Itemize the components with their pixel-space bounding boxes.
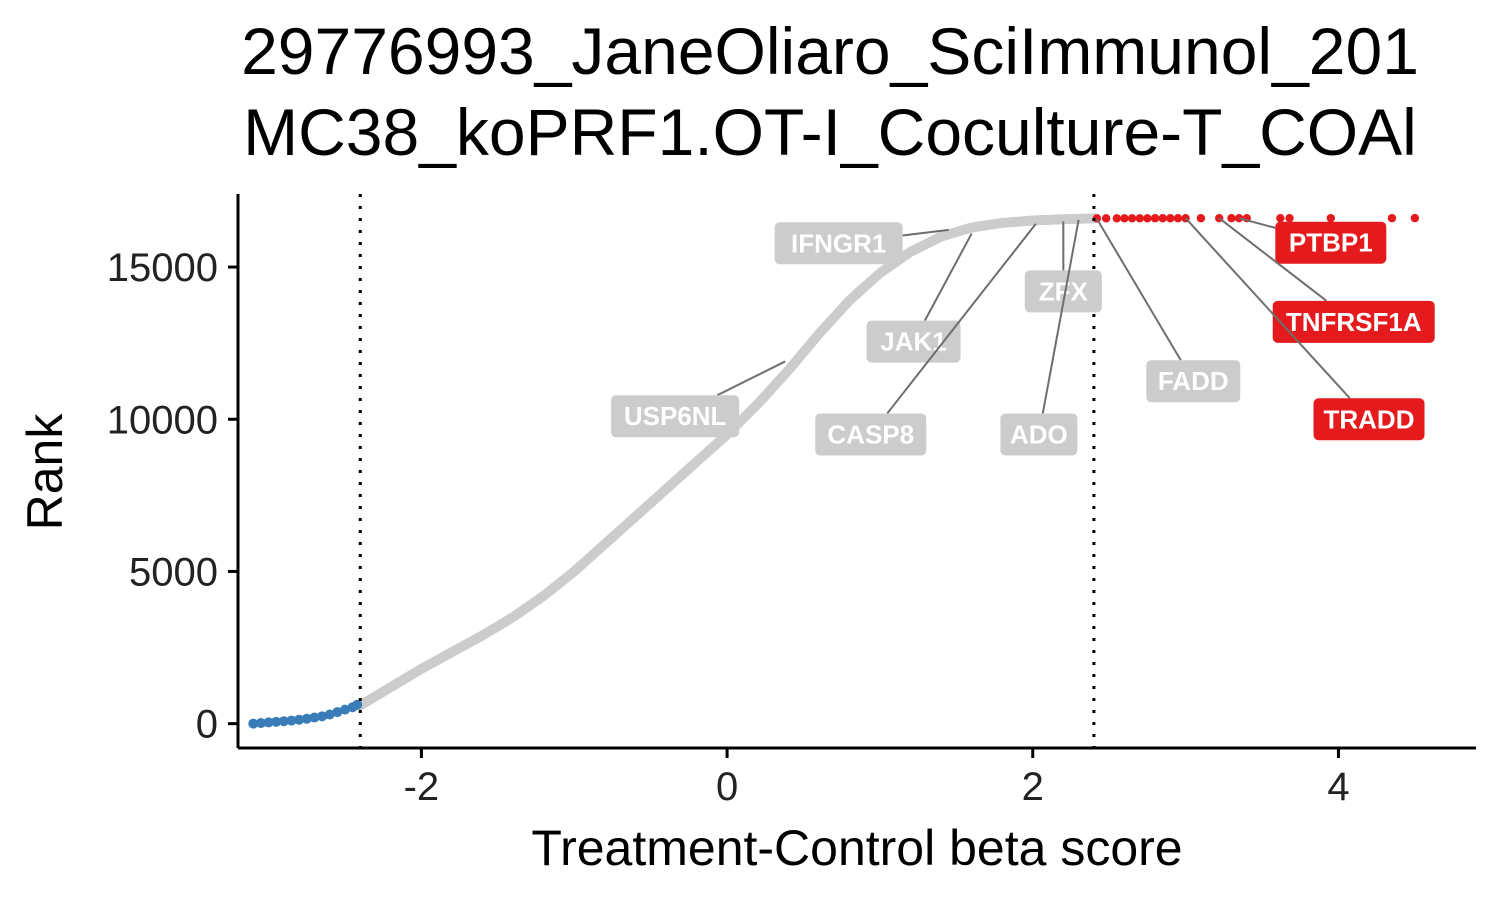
y-tick-label: 5000 [129, 550, 218, 594]
data-point [255, 718, 266, 729]
gene-label-box [1272, 300, 1435, 343]
label-connector [1041, 219, 1080, 414]
y-axis-ticks: 0 5000 10000 15000 [107, 246, 238, 747]
x-tick-label: -2 [404, 765, 440, 809]
label-connector [1184, 217, 1351, 399]
label-connector [1096, 218, 1182, 361]
y-tick-label: 0 [196, 703, 218, 747]
data-point [1143, 214, 1152, 223]
gene-label-box [1275, 221, 1387, 264]
gene-label-box [1146, 360, 1241, 403]
x-tick-label: 2 [1022, 765, 1044, 809]
series-points [1092, 213, 1420, 223]
x-tick-label: 0 [716, 765, 738, 809]
gene-label-box [774, 222, 903, 265]
data-point [1326, 213, 1336, 223]
data-point [1227, 213, 1236, 223]
gene-label: TNFRSF1A [1286, 307, 1422, 337]
data-point [1158, 214, 1167, 223]
label-connector [1238, 217, 1276, 229]
data-point [1196, 214, 1206, 223]
gene-labels: IFNGR1JAK1CASP8USP6NLZFXADOFADDPTBP1TNFR… [611, 217, 1435, 456]
data-point [332, 707, 343, 718]
gene-label-box [815, 413, 927, 456]
data-point [294, 714, 305, 725]
plot-area: IFNGR1JAK1CASP8USP6NLZFXADOFADDPTBP1TNFR… [248, 194, 1435, 748]
data-point [1173, 214, 1183, 223]
x-axis-ticks: -2 0 2 4 [404, 748, 1350, 809]
data-point [1387, 213, 1397, 223]
y-tick-label: 10000 [107, 398, 218, 442]
series-points [248, 699, 363, 729]
gene-label-box [866, 320, 961, 363]
data-point [324, 709, 335, 720]
data-point [1112, 214, 1122, 223]
gene-label-box [1024, 270, 1102, 313]
label-connector [902, 228, 949, 237]
label-connector [923, 233, 973, 322]
data-point [309, 712, 320, 723]
data-point [352, 699, 363, 710]
data-point [1127, 214, 1137, 223]
data-point [248, 718, 259, 729]
data-point [339, 704, 350, 715]
gene-label: USP6NL [624, 401, 727, 431]
data-point [286, 715, 297, 726]
chart-title-line-2: MC38_koPRF1.OT-I_Coculture-T_COAl [243, 95, 1417, 169]
gene-label-box [1000, 413, 1078, 456]
gene-label: PTBP1 [1289, 228, 1373, 258]
chart-title-line-1: 29776993_JaneOliaro_SciImmunol_201 [241, 14, 1419, 88]
y-tick-label: 15000 [107, 246, 218, 290]
gene-label-box [1313, 398, 1425, 441]
data-point [263, 717, 274, 728]
data-point [1120, 214, 1129, 223]
gene-label: TRADD [1324, 404, 1415, 434]
chart-title: 29776993_JaneOliaro_SciImmunol_201 MC38_… [241, 14, 1419, 169]
data-point [1276, 213, 1285, 223]
data-point [1166, 214, 1175, 223]
data-point [317, 711, 328, 722]
x-axis-label: Treatment-Control beta score [531, 820, 1182, 876]
label-connector [1218, 217, 1328, 302]
label-connector [716, 360, 786, 397]
data-point [1410, 213, 1420, 223]
data-point [271, 716, 282, 727]
x-tick-label: 4 [1327, 765, 1349, 809]
data-point [278, 716, 289, 727]
gene-label: IFNGR1 [791, 228, 886, 258]
gene-label: JAK1 [880, 327, 946, 357]
data-point [1101, 214, 1111, 223]
data-point [1150, 214, 1160, 223]
label-connector [886, 223, 1037, 415]
data-point [1285, 213, 1294, 223]
gene-label: FADD [1158, 366, 1229, 396]
data-point [301, 713, 312, 724]
data-point [1135, 214, 1144, 223]
gene-label: ADO [1010, 419, 1068, 449]
series-points [355, 213, 1099, 711]
gene-label-box [611, 395, 740, 438]
y-axis-label: Rank [17, 413, 73, 531]
gene-label: CASP8 [827, 419, 914, 449]
